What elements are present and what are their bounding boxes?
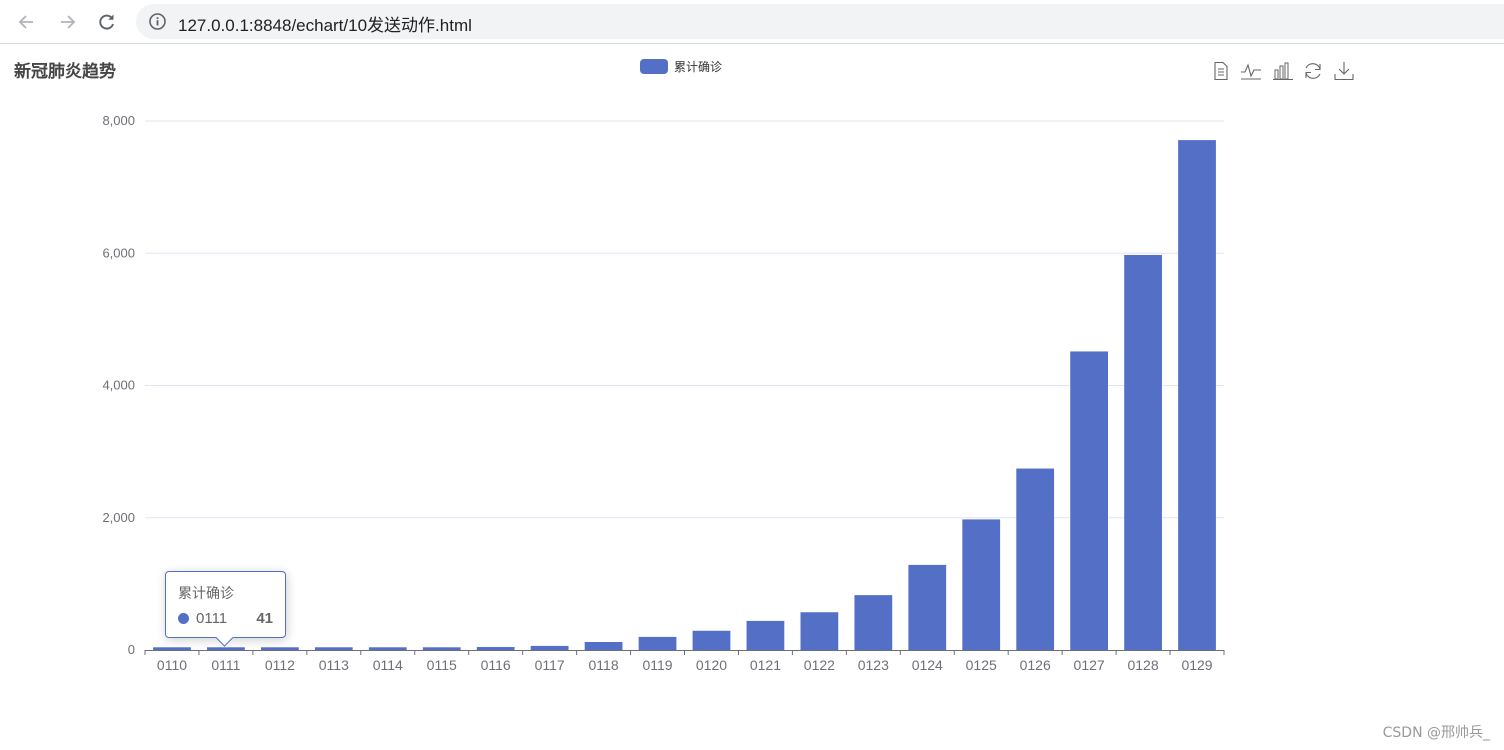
bar — [260, 647, 299, 650]
x-tick-label: 0128 — [1127, 657, 1158, 673]
browser-toolbar: 127.0.0.1:8848/echart/10发送动作.html — [0, 0, 1504, 44]
x-tick-label: 0111 — [211, 657, 240, 673]
x-tick-label: 0125 — [966, 657, 997, 673]
y-tick-label: 8,000 — [102, 113, 135, 128]
restore-icon[interactable] — [1302, 60, 1324, 82]
bar — [854, 595, 893, 650]
bar — [1178, 140, 1216, 651]
bar — [908, 564, 947, 650]
x-tick-label: 0121 — [750, 657, 781, 673]
chart-title: 新冠肺炎趋势 — [14, 62, 116, 82]
y-tick-label: 2,000 — [102, 510, 135, 525]
legend-swatch — [640, 59, 668, 74]
x-tick-label: 0120 — [696, 657, 727, 673]
bar — [153, 647, 191, 650]
x-tick-label: 0118 — [589, 657, 619, 673]
x-tick-label: 0124 — [912, 657, 943, 673]
x-tick-label: 0123 — [858, 657, 889, 673]
tooltip-marker — [178, 613, 189, 624]
bar-chart-icon[interactable] — [1272, 60, 1294, 82]
info-icon[interactable] — [148, 12, 167, 31]
bar — [1016, 468, 1055, 650]
x-tick-label: 0110 — [157, 657, 187, 673]
x-tick-label: 0126 — [1020, 657, 1051, 673]
x-tick-label: 0122 — [804, 657, 835, 673]
address-bar[interactable]: 127.0.0.1:8848/echart/10发送动作.html — [136, 4, 1504, 39]
watermark: CSDN @邢帅兵_ — [1382, 725, 1490, 741]
bar — [692, 630, 731, 650]
legend-label[interactable]: 累计确诊 — [674, 60, 723, 74]
back-arrow-icon[interactable] — [12, 7, 42, 37]
x-tick-label: 0115 — [427, 657, 457, 673]
reload-icon[interactable] — [92, 7, 122, 37]
forward-arrow-icon[interactable] — [52, 7, 82, 37]
url-text[interactable]: 127.0.0.1:8848/echart/10发送动作.html — [178, 16, 472, 35]
data-view-icon[interactable] — [1210, 60, 1232, 82]
x-tick-label: 0117 — [535, 657, 565, 673]
bar — [962, 519, 1001, 650]
bar — [1124, 254, 1162, 651]
bar — [368, 647, 407, 650]
bar — [1070, 351, 1109, 650]
bar — [584, 641, 623, 650]
bar — [530, 645, 569, 650]
x-tick-label: 0116 — [481, 657, 511, 673]
bar — [422, 647, 461, 650]
y-tick-label: 0 — [128, 642, 135, 657]
tooltip-category: 0111 — [196, 610, 228, 627]
bar — [476, 647, 515, 650]
tooltip: 累计确诊 0111 41 — [165, 571, 286, 647]
legend[interactable]: 累计确诊 — [640, 58, 722, 75]
bar — [207, 647, 245, 650]
x-tick-label: 0119 — [642, 657, 672, 673]
x-tick-label: 0113 — [319, 657, 349, 673]
tooltip-value: 41 — [256, 610, 273, 627]
x-tick-label: 0114 — [373, 657, 403, 673]
bar — [638, 636, 677, 650]
x-tick-label: 0129 — [1181, 657, 1212, 673]
x-tick-label: 0127 — [1074, 657, 1105, 673]
y-tick-label: 6,000 — [102, 245, 135, 260]
bar — [746, 620, 785, 650]
save-image-icon[interactable] — [1333, 60, 1355, 82]
line-chart-icon[interactable] — [1240, 60, 1262, 82]
tooltip-series-name: 累计确诊 — [178, 586, 234, 602]
y-tick-label: 4,000 — [102, 378, 135, 393]
bar — [314, 647, 353, 650]
bar — [800, 612, 839, 650]
x-tick-label: 0112 — [265, 657, 295, 673]
